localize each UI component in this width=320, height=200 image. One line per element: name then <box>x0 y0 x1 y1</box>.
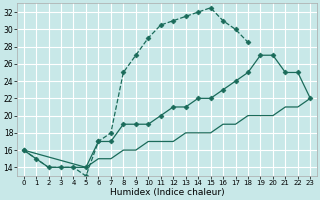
X-axis label: Humidex (Indice chaleur): Humidex (Indice chaleur) <box>110 188 224 197</box>
